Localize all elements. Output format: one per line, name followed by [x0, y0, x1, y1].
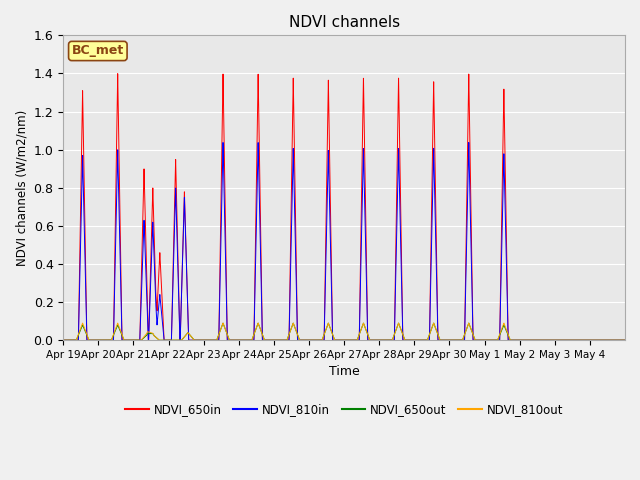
NDVI_810in	[559, 337, 566, 343]
Y-axis label: NDVI channels (W/m2/nm): NDVI channels (W/m2/nm)	[15, 109, 28, 266]
NDVI_650out	[507, 337, 515, 343]
NDVI_810in	[202, 337, 209, 343]
NDVI_650out	[621, 337, 629, 343]
NDVI_810in	[621, 337, 629, 343]
Line: NDVI_650in: NDVI_650in	[63, 73, 625, 340]
NDVI_650out	[598, 337, 606, 343]
NDVI_650in	[115, 153, 123, 159]
NDVI_650in	[520, 337, 528, 343]
NDVI_650in	[202, 337, 209, 343]
NDVI_810out	[598, 337, 606, 343]
NDVI_650out	[115, 325, 123, 331]
NDVI_650in	[559, 337, 566, 343]
Line: NDVI_810in: NDVI_810in	[63, 143, 625, 340]
Line: NDVI_810out: NDVI_810out	[63, 323, 625, 340]
Line: NDVI_650out: NDVI_650out	[63, 323, 625, 340]
NDVI_810in	[60, 337, 67, 343]
Title: NDVI channels: NDVI channels	[289, 15, 400, 30]
NDVI_810out	[520, 337, 528, 343]
NDVI_810in	[115, 204, 123, 210]
NDVI_810out	[559, 337, 566, 343]
NDVI_650in	[114, 71, 122, 76]
NDVI_650in	[60, 337, 67, 343]
NDVI_810in	[520, 337, 528, 343]
Legend: NDVI_650in, NDVI_810in, NDVI_650out, NDVI_810out: NDVI_650in, NDVI_810in, NDVI_650out, NDV…	[120, 398, 568, 420]
NDVI_810out	[60, 337, 67, 343]
NDVI_650out	[465, 320, 472, 326]
NDVI_650in	[507, 337, 515, 343]
NDVI_650in	[621, 337, 629, 343]
NDVI_810out	[621, 337, 629, 343]
NDVI_650out	[559, 337, 566, 343]
NDVI_650out	[520, 337, 528, 343]
X-axis label: Time: Time	[329, 365, 360, 379]
NDVI_810in	[598, 337, 606, 343]
NDVI_810out	[79, 320, 86, 326]
NDVI_810in	[507, 337, 515, 343]
NDVI_810out	[202, 337, 209, 343]
NDVI_650out	[202, 337, 209, 343]
NDVI_810in	[465, 140, 472, 145]
NDVI_650out	[60, 337, 67, 343]
NDVI_810out	[507, 337, 515, 343]
Text: BC_met: BC_met	[72, 45, 124, 58]
NDVI_650in	[598, 337, 606, 343]
NDVI_810out	[115, 324, 123, 329]
